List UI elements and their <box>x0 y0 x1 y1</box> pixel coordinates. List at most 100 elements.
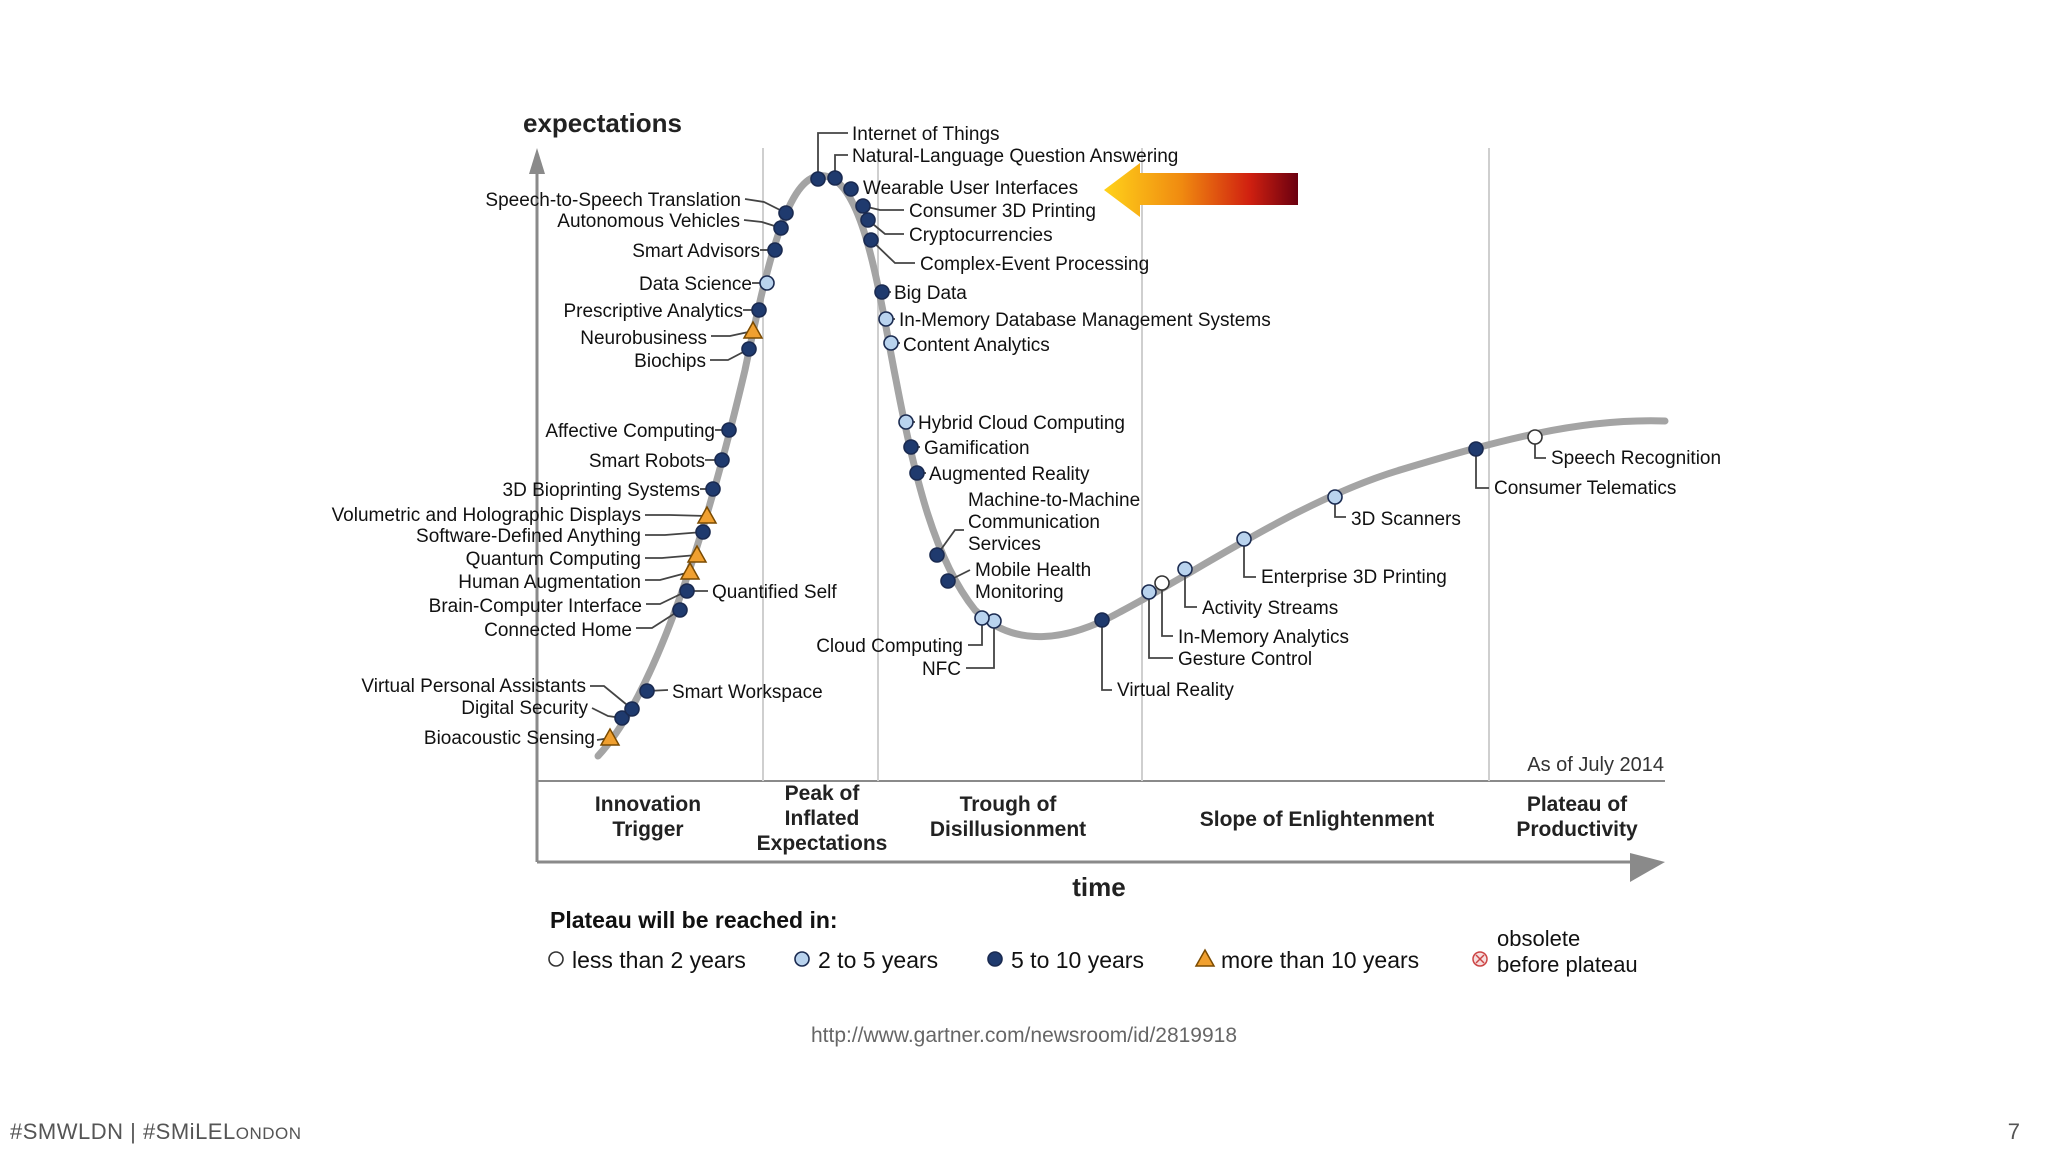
technology-label: Smart Workspace <box>672 682 823 703</box>
circle-dark-marker-icon <box>751 302 767 318</box>
technology-label-line: Content Analytics <box>903 335 1050 356</box>
technology-marker <box>874 284 890 300</box>
circle-dark-marker-icon <box>741 341 757 357</box>
technology-label-line: Prescriptive Analytics <box>563 301 743 322</box>
technology-marker <box>929 547 945 563</box>
technology-marker <box>1236 531 1252 547</box>
technology-marker <box>1154 575 1170 591</box>
technology-marker <box>1094 612 1110 628</box>
leader-line <box>817 132 848 179</box>
technology-label: Prescriptive Analytics <box>563 301 743 322</box>
technology-marker <box>679 583 695 599</box>
technology-marker <box>863 232 879 248</box>
leader-line <box>590 685 633 710</box>
technology-label: Affective Computing <box>545 421 715 442</box>
legend-label-line: obsolete <box>1497 926 1580 951</box>
leader-line <box>1243 539 1256 578</box>
technology-label: NFC <box>922 659 961 680</box>
technology-label: Activity Streams <box>1202 598 1338 619</box>
as-of-date: As of July 2014 <box>1527 754 1664 776</box>
circle-dark-marker-icon <box>767 242 783 258</box>
circle-dark-marker-icon <box>705 481 721 497</box>
technology-label: Natural-Language Question Answering <box>852 146 1178 167</box>
phase-label: Innovation Trigger <box>595 793 701 841</box>
circle-dark-marker-icon <box>903 439 919 455</box>
leader-line <box>1161 583 1173 637</box>
phase-label: Trough of Disillusionment <box>930 793 1086 841</box>
legend-label: 2 to 5 years <box>818 947 938 973</box>
technology-label-line: Quantum Computing <box>466 549 641 570</box>
technology-marker <box>1527 429 1543 445</box>
technology-label-line: Internet of Things <box>852 124 1000 145</box>
triangle-marker-icon <box>696 505 718 524</box>
circle-dark-marker-icon <box>1468 441 1484 457</box>
circle-dark-marker-icon <box>614 710 630 726</box>
triangle-marker-icon <box>679 561 701 580</box>
technology-label: Internet of Things <box>852 124 1000 145</box>
technology-marker <box>909 465 925 481</box>
technology-label-line: 3D Scanners <box>1351 509 1461 530</box>
technology-label-line: Autonomous Vehicles <box>557 211 740 232</box>
circle-dark-marker-icon <box>843 181 859 197</box>
technology-label-line: Complex-Event Processing <box>920 254 1149 275</box>
technology-label: Autonomous Vehicles <box>557 211 740 232</box>
circle-dark-marker-icon <box>778 205 794 221</box>
circle-dark-marker-icon <box>714 452 730 468</box>
legend-item: more than 10 years <box>1194 947 1419 973</box>
circle-open-marker-icon <box>548 951 564 967</box>
technology-label: Quantum Computing <box>466 549 641 570</box>
circle-open-marker-icon <box>1527 429 1543 445</box>
leader-line <box>1148 592 1173 659</box>
technology-marker <box>773 220 789 236</box>
technology-label-line: Quantified Self <box>712 582 837 603</box>
circle-dark-marker-icon <box>672 602 688 618</box>
legend-label: more than 10 years <box>1221 947 1419 973</box>
technology-marker <box>639 683 655 699</box>
leader-line <box>744 198 787 214</box>
technology-label-line: Neurobusiness <box>580 328 707 349</box>
leader-line <box>1101 620 1112 691</box>
technology-label: Complex-Event Processing <box>920 254 1149 275</box>
phase-label: Plateau of Productivity <box>1516 793 1638 841</box>
technology-label: Smart Robots <box>589 451 705 472</box>
leader-line <box>711 330 754 337</box>
technology-marker <box>883 335 899 351</box>
legend-title: Plateau will be reached in: <box>550 907 838 933</box>
technology-label-line: Human Augmentation <box>458 572 641 593</box>
legend-item: obsolete before plateau <box>1472 926 1638 977</box>
technology-marker <box>696 505 718 524</box>
technology-label-line: Smart Robots <box>589 451 705 472</box>
technology-label: Smart Advisors <box>632 241 760 262</box>
technology-label-line: In-Memory Database Management Systems <box>899 310 1271 331</box>
circle-light-marker-icon <box>1327 489 1343 505</box>
technology-label: Data Science <box>639 274 752 295</box>
technology-marker <box>940 573 956 589</box>
leader-line <box>966 621 995 669</box>
circle-open-marker-icon <box>1154 575 1170 591</box>
technology-label-line: Gesture Control <box>1178 649 1312 670</box>
circle-light-marker-icon <box>1141 584 1157 600</box>
circle-dark-marker-icon <box>874 284 890 300</box>
source-url[interactable]: http://www.gartner.com/newsroom/id/28199… <box>810 1024 1238 1047</box>
circle-dark-marker-icon <box>929 547 945 563</box>
technology-label-line: Natural-Language Question Answering <box>852 146 1178 167</box>
circle-dark-marker-icon <box>855 198 871 214</box>
technology-label-line: Speech Recognition <box>1551 448 1721 469</box>
legend-label-line: before plateau <box>1497 952 1638 977</box>
leader-line <box>936 529 964 556</box>
leader-line <box>645 554 698 559</box>
technology-label: 3D Scanners <box>1351 509 1461 530</box>
technology-marker <box>860 212 876 228</box>
technology-label: Content Analytics <box>903 335 1050 356</box>
legend-label: obsolete before plateau <box>1497 926 1638 977</box>
technology-marker <box>721 422 737 438</box>
technology-marker <box>695 524 711 540</box>
technology-label-line: 3D Bioprinting Systems <box>503 480 700 501</box>
technology-marker <box>974 610 990 626</box>
technology-marker <box>714 452 730 468</box>
technology-label: Virtual Reality <box>1117 680 1234 701</box>
technology-marker <box>759 275 775 291</box>
phase-labels: Innovation Trigger Peak of Inflated Expectat… <box>595 782 1638 855</box>
technology-label: Wearable User Interfaces <box>863 178 1078 199</box>
